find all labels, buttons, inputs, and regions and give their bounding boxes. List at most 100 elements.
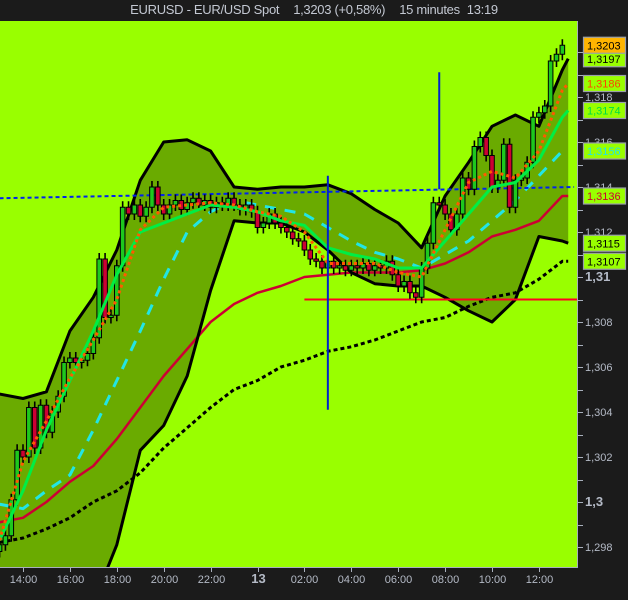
candle[interactable] bbox=[407, 275, 413, 299]
candle[interactable] bbox=[547, 55, 554, 112]
candle-body bbox=[190, 197, 196, 204]
candle[interactable] bbox=[301, 235, 308, 256]
candle-body bbox=[284, 227, 290, 233]
candle[interactable] bbox=[553, 48, 560, 67]
candle-body bbox=[371, 265, 378, 271]
fast-ema-line[interactable] bbox=[0, 82, 570, 541]
chart-title-bar: EURUSD - EUR/USD Spot 1,3203 (+0,58%) 15 m… bbox=[0, 0, 628, 20]
candle-body bbox=[477, 137, 484, 147]
candle[interactable] bbox=[471, 140, 478, 196]
candle[interactable] bbox=[395, 268, 401, 292]
candle[interactable] bbox=[0, 538, 3, 558]
candle-body bbox=[289, 231, 296, 240]
time-tick-label: 12:00 bbox=[526, 574, 554, 586]
time-axis[interactable]: 14:00 16:00 18:00 20:00 22:00 13 02:00 04:00 06:… bbox=[10, 567, 554, 586]
candle[interactable] bbox=[131, 199, 138, 220]
candle[interactable] bbox=[289, 226, 296, 245]
candle[interactable] bbox=[166, 199, 173, 220]
candle-body bbox=[2, 535, 9, 546]
candle[interactable] bbox=[360, 257, 366, 275]
candle-body bbox=[143, 206, 149, 217]
candle[interactable] bbox=[342, 259, 349, 277]
bollinger-middle-line[interactable] bbox=[0, 149, 569, 511]
lower-band-value-label: 1,3115 bbox=[582, 234, 627, 252]
trendline[interactable] bbox=[0, 186, 575, 200]
price-axis[interactable]: 1,2981,31,3021,3041,3061,3081,311,3121,3… bbox=[577, 52, 613, 555]
candle[interactable] bbox=[430, 196, 437, 250]
candle[interactable] bbox=[102, 253, 108, 324]
svg-text:1,3107: 1,3107 bbox=[587, 256, 621, 268]
candle[interactable] bbox=[354, 259, 360, 274]
time-tick-label: 14:00 bbox=[10, 574, 38, 586]
candle-body bbox=[395, 274, 401, 287]
candle-body bbox=[553, 53, 560, 62]
candle[interactable] bbox=[2, 529, 9, 551]
candle[interactable] bbox=[483, 131, 489, 162]
svg-text:1,3136: 1,3136 bbox=[587, 191, 621, 203]
candle[interactable] bbox=[20, 444, 26, 463]
candle[interactable] bbox=[284, 221, 290, 239]
candle[interactable] bbox=[190, 192, 196, 209]
candle[interactable] bbox=[477, 131, 484, 153]
candle[interactable] bbox=[500, 138, 507, 187]
candle-body bbox=[319, 260, 325, 269]
candle[interactable] bbox=[459, 172, 466, 220]
candle[interactable] bbox=[336, 259, 343, 274]
candle[interactable] bbox=[108, 309, 114, 324]
candle-body bbox=[436, 202, 443, 206]
candle[interactable] bbox=[412, 286, 419, 304]
candle-body bbox=[254, 211, 261, 228]
candle[interactable] bbox=[448, 208, 454, 236]
price-tick-label: 1,31 bbox=[585, 269, 610, 284]
price-tick-label: 1,308 bbox=[585, 317, 613, 329]
candle[interactable] bbox=[313, 253, 319, 268]
candle[interactable] bbox=[137, 199, 144, 223]
candle-body bbox=[31, 407, 38, 449]
candle[interactable] bbox=[125, 201, 132, 220]
time-tick-label: 20:00 bbox=[151, 574, 179, 586]
candle-body bbox=[412, 292, 419, 298]
timeframe[interactable]: 15 minutes bbox=[399, 2, 460, 17]
ema-line[interactable] bbox=[0, 109, 570, 541]
candle[interactable] bbox=[31, 401, 38, 455]
candle[interactable] bbox=[155, 181, 161, 211]
candle-body bbox=[348, 265, 355, 271]
candle[interactable] bbox=[442, 199, 448, 220]
candle[interactable] bbox=[260, 217, 267, 234]
candle[interactable] bbox=[143, 201, 149, 223]
candle[interactable] bbox=[559, 39, 566, 61]
candle-body bbox=[295, 238, 302, 242]
bollinger-band-fill bbox=[0, 58, 569, 567]
candle-body bbox=[541, 105, 548, 114]
candle[interactable] bbox=[67, 352, 73, 369]
candle[interactable] bbox=[149, 181, 155, 214]
candle[interactable] bbox=[307, 244, 314, 265]
candle-body bbox=[547, 60, 554, 107]
price-tick-label: 1,3 bbox=[585, 494, 603, 509]
candle-body bbox=[459, 177, 466, 215]
time-tick-label: 22:00 bbox=[198, 574, 226, 586]
candle-body bbox=[84, 353, 91, 361]
candle-body bbox=[172, 200, 179, 206]
svg-text:1,3186: 1,3186 bbox=[587, 79, 621, 91]
price-tick-label: 1,302 bbox=[585, 452, 613, 464]
svg-text:1,3203: 1,3203 bbox=[587, 40, 621, 52]
candle-body bbox=[483, 137, 489, 156]
candle[interactable] bbox=[541, 100, 548, 119]
candle[interactable] bbox=[536, 106, 542, 124]
candle[interactable] bbox=[172, 194, 179, 212]
price-tick-label: 1,306 bbox=[585, 362, 613, 374]
candle[interactable] bbox=[348, 259, 355, 277]
candle[interactable] bbox=[436, 196, 443, 211]
candle[interactable] bbox=[401, 275, 407, 293]
candle[interactable] bbox=[530, 111, 536, 169]
candle-body bbox=[119, 206, 126, 267]
ma-line[interactable] bbox=[0, 194, 569, 524]
candle[interactable] bbox=[319, 255, 325, 274]
symbol-title: EURUSD - EUR/USD Spot bbox=[130, 2, 280, 17]
candle[interactable] bbox=[295, 232, 302, 247]
price-tick-label: 1,304 bbox=[585, 407, 613, 419]
middle-band-value-label: 1,3156 bbox=[582, 142, 627, 160]
candle-body bbox=[389, 260, 396, 276]
